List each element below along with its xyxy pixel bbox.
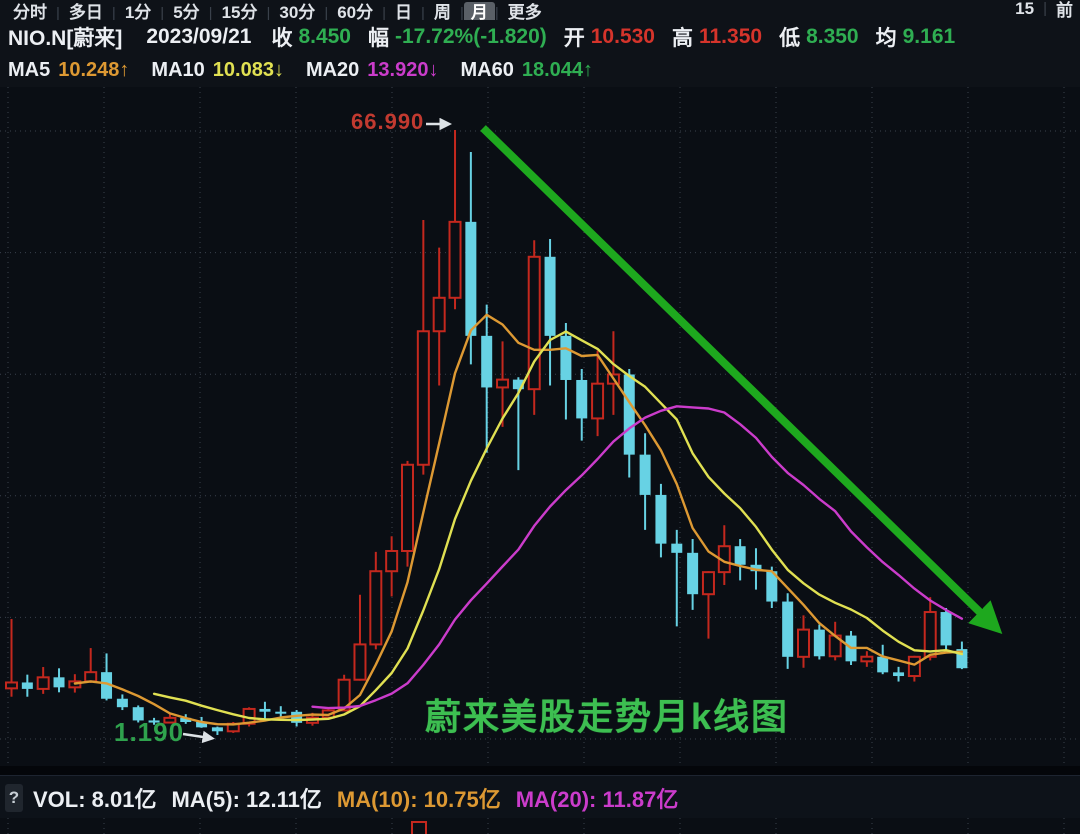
tab-5分[interactable]: 5分: [173, 2, 200, 22]
quote-date: 2023/09/21: [146, 25, 252, 48]
tab-月[interactable]: 月: [463, 1, 495, 23]
volume-info-bar: ? VOL: 8.01亿 MA(5): 12.11亿 MA(10): 10.75亿 M…: [0, 775, 1080, 819]
tab-separator: |: [324, 4, 329, 22]
quote-field-value: 8.350: [806, 25, 859, 48]
tab-separator: |: [208, 4, 213, 22]
tab-60分[interactable]: 60分: [337, 2, 374, 22]
ma-value-MA60: 18.044↑: [521, 59, 593, 81]
vol-field-VOL: VOL: 8.01亿: [33, 782, 156, 814]
tab-right-0[interactable]: 15: [1015, 0, 1035, 18]
tab-15分[interactable]: 15分: [221, 2, 258, 22]
vol-field-MA(20): MA(20): 11.87亿: [516, 782, 679, 814]
tab-separator: |: [494, 4, 499, 22]
ma-value-MA10: 10.083↓: [212, 59, 284, 81]
quote-field-开: 开 10.530: [564, 22, 655, 52]
quote-field-value: 8.450: [298, 25, 351, 48]
info-bar: NIO.N[蔚来] 2023/09/21 收 8.450 幅 -17.72%(-1.8…: [0, 20, 1080, 55]
tab-更多[interactable]: 更多: [507, 2, 542, 22]
quote-field-label: 高: [671, 27, 693, 50]
ma-indicator-bar: MA5 10.248↑ MA10 10.083↓ MA20 13.920↓ MA60 18.0…: [0, 54, 1080, 88]
ma-label-MA5: MA5: [8, 59, 51, 81]
tab-separator: |: [1043, 0, 1047, 17]
quote-field-幅: 幅 -17.72%(-1.820): [368, 22, 547, 52]
ma-label-MA60: MA60: [460, 59, 514, 81]
quote-field-value: -17.72%(-1.820): [395, 25, 547, 48]
volume-pane[interactable]: [0, 818, 1080, 834]
ma-line-MA10: [152, 330, 964, 722]
ma-label-MA20: MA20: [305, 59, 360, 81]
low-price-label: 1.190: [114, 717, 185, 747]
quote-field-label: 开: [563, 27, 585, 50]
vol-field-MA(5): MA(5): 12.11亿: [171, 782, 321, 814]
tab-separator: |: [421, 4, 425, 22]
volume-bar: [411, 821, 427, 834]
quote-field-value: 10.530: [590, 25, 655, 48]
tab-right-1[interactable]: 前: [1056, 1, 1073, 20]
quote-field-低: 低 8.350: [779, 22, 859, 52]
ma-line-MA20: [311, 405, 964, 710]
quote-field-value: 11.350: [698, 25, 763, 48]
tab-separator: |: [266, 4, 271, 22]
trend-arrow: [480, 125, 1003, 635]
tab-30分[interactable]: 30分: [279, 2, 316, 22]
tab-多日[interactable]: 多日: [68, 2, 103, 22]
quote-field-label: 低: [779, 27, 801, 50]
tab-分时[interactable]: 分时: [13, 2, 47, 22]
vol-field-text: MA(10): 10.75亿: [336, 786, 501, 812]
quote-field-收: 收 8.450: [271, 22, 351, 52]
candlestick-canvas[interactable]: [0, 87, 1080, 766]
ma-value-MA5: 10.248↑: [58, 59, 130, 81]
ma-line-MA5: [73, 313, 964, 726]
tab-separator: |: [111, 4, 116, 22]
tab-separator: |: [382, 4, 387, 22]
kline-chart[interactable]: 66.990 1.190 蔚来美股走势月k线图: [0, 87, 1080, 766]
high-price-label: 66.990: [351, 109, 425, 134]
vol-field-MA(10): MA(10): 10.75亿: [337, 782, 501, 814]
tabbar-right-group: 15 | 前: [1006, 0, 1080, 25]
quote-field-label: 收: [271, 27, 293, 50]
tab-separator: |: [459, 4, 464, 22]
tab-separator: |: [56, 4, 60, 22]
quote-field-高: 高 11.350: [672, 22, 762, 52]
quote-field-value: 9.161: [902, 25, 956, 48]
vol-field-text: MA(20): 11.87亿: [515, 786, 679, 812]
tab-1分[interactable]: 1分: [124, 2, 152, 22]
help-icon[interactable]: ?: [5, 783, 23, 812]
period-tabbar: 分时 | 多日 | 1分 | 5分 | 15分 | 30分 | 60分 | 日 | 周 | 月 | 更多 15 | 前: [0, 0, 1080, 23]
ma-value-MA20: 13.920↓: [367, 59, 439, 81]
vol-field-text: VOL: 8.01亿: [33, 786, 157, 812]
vol-field-text: MA(5): 12.11亿: [171, 786, 322, 812]
chart-watermark: 蔚来美股走势月k线图: [425, 696, 790, 737]
tab-separator: |: [160, 4, 165, 22]
low-pointer-arrow: [182, 730, 215, 744]
tab-周[interactable]: 周: [433, 2, 451, 22]
quote-field-均: 均 9.161: [876, 22, 956, 52]
tab-日[interactable]: 日: [395, 2, 413, 22]
ma-label-MA10: MA10: [151, 59, 205, 81]
quote-field-label: 幅: [368, 27, 389, 50]
pane-divider: [0, 766, 1080, 775]
stock-symbol[interactable]: NIO.N[蔚来]: [8, 27, 123, 50]
quote-field-label: 均: [875, 27, 897, 50]
